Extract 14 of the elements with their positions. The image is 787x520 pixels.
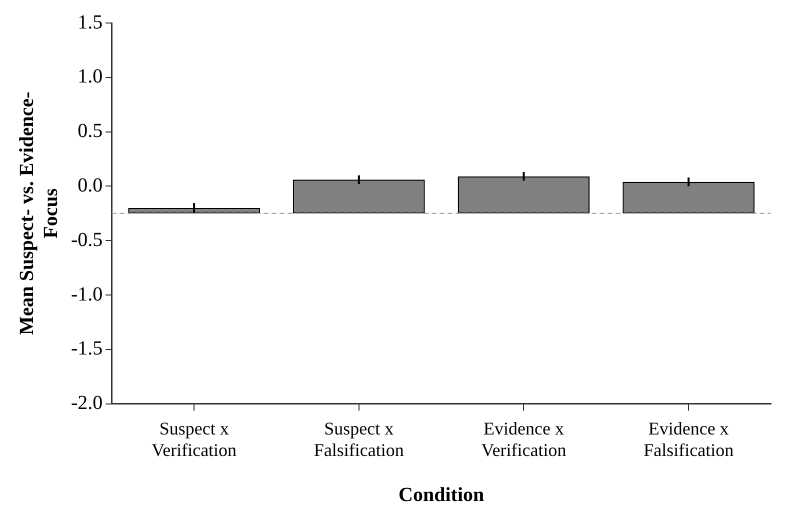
y-tick-label: 0.0 — [78, 174, 103, 196]
x-tick-label: Suspect x Falsification — [314, 418, 404, 460]
y-tick-label: -2.0 — [70, 392, 103, 414]
y-axis-title: Mean Suspect- vs. Evidence- Focus — [16, 92, 62, 336]
y-tick-label: -1.0 — [70, 283, 103, 306]
y-tick-label: -0.5 — [70, 228, 103, 251]
x-tick-label: Evidence x Verification — [481, 418, 566, 460]
y-tick-label: -1.5 — [70, 338, 103, 360]
y-tick-label: 0.5 — [78, 120, 103, 142]
y-tick-label: 1.5 — [78, 11, 103, 34]
x-tick-label: Suspect x Verification — [152, 418, 237, 460]
y-tick-label: 1.0 — [78, 66, 103, 88]
x-axis-title: Condition — [398, 484, 484, 506]
x-tick-label: Evidence x Falsification — [644, 418, 734, 460]
